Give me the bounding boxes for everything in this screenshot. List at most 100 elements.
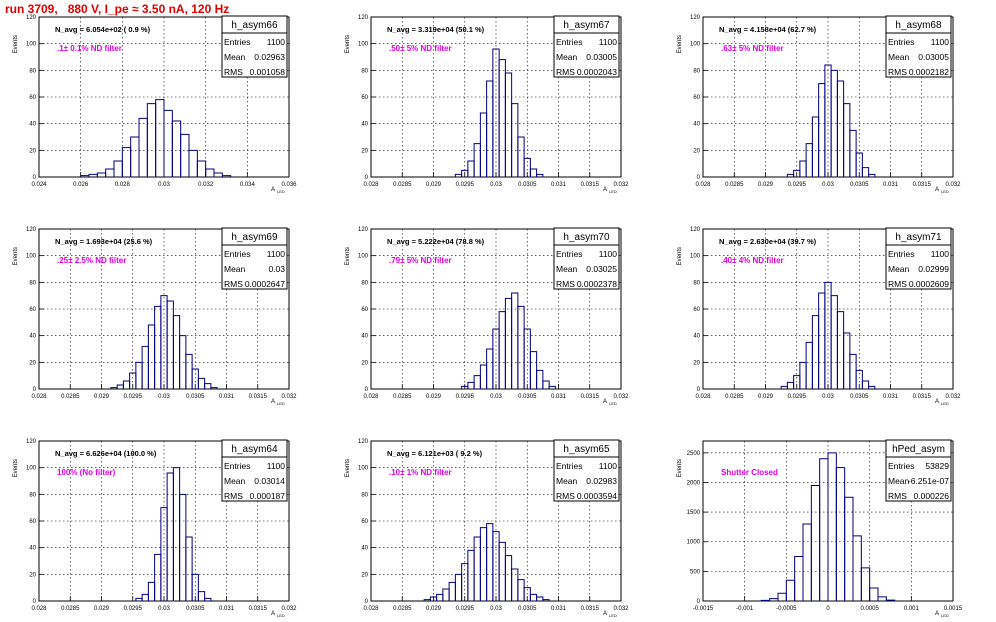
y-tick-label: 0	[365, 175, 369, 181]
histogram-bin	[511, 292, 519, 389]
stats-mean-value: 0.03025	[586, 264, 617, 274]
y-tick-label: 120	[690, 15, 701, 21]
x-tick-label: -0.001	[736, 606, 754, 612]
stats-rms-value: 0.0003594	[577, 491, 617, 501]
x-tick-label: 0.031	[883, 394, 899, 400]
stats-title: h_asym70	[563, 232, 610, 243]
stats-title: h_asym66	[231, 20, 278, 31]
x-tick-label: 0.024	[31, 182, 47, 188]
y-tick-label: 0	[33, 599, 37, 605]
histogram-bin	[536, 369, 544, 389]
x-tick-label: 0.0315	[913, 182, 932, 188]
stats-mean-label: Mean	[888, 264, 910, 274]
y-axis-label: Events	[13, 247, 19, 265]
filter-label: .25± 2.5% ND filter	[57, 256, 126, 265]
histogram-bin	[221, 175, 232, 177]
y-tick-label: 0	[365, 387, 369, 393]
histogram-bin	[849, 129, 857, 177]
y-tick-label: 100	[358, 254, 369, 260]
histogram-bin	[197, 591, 206, 601]
histogram-bin	[498, 311, 506, 389]
histogram-bin	[861, 380, 870, 389]
y-tick-label: 20	[361, 360, 368, 366]
stats-rms-label: RMS	[224, 491, 243, 501]
histogram-bin	[196, 160, 207, 177]
histogram-bin	[122, 380, 131, 389]
x-tick-label: 0.028	[31, 394, 47, 400]
y-tick-label: 20	[29, 148, 36, 154]
y-tick-label: 100	[690, 254, 701, 260]
y-tick-label: 20	[693, 360, 700, 366]
y-tick-label: 120	[26, 15, 37, 21]
stats-body-box	[553, 456, 620, 502]
histogram-bin	[799, 361, 807, 389]
navg-label: N_avg = 1.693e+04 (25.6 %)	[55, 237, 153, 246]
histogram-bin	[517, 136, 525, 177]
histogram-bin	[836, 311, 845, 389]
x-tick-label: 0.032	[945, 394, 961, 400]
histogram	[461, 292, 556, 389]
stats-title: h_asym64	[231, 444, 278, 455]
histogram-bin	[868, 385, 876, 389]
y-tick-label: 0	[697, 387, 701, 393]
stats-body-box	[553, 244, 620, 290]
histogram-bin	[213, 172, 223, 177]
histogram-bin	[147, 581, 156, 601]
x-tick-label: 0.03	[822, 394, 834, 400]
stats-box: h_asym68 Entries 1100 Mean 0.03005 RMS 0.00021…	[885, 15, 952, 78]
stats-title: h_asym71	[895, 232, 942, 243]
histogram-bin	[504, 297, 513, 389]
x-axis-label: A LED	[271, 187, 285, 194]
histogram	[780, 281, 876, 389]
y-tick-label: 0	[697, 175, 701, 181]
stats-body-box	[221, 32, 288, 78]
stats-entries-label: Entries	[556, 461, 582, 471]
y-axis-label: Events	[677, 459, 683, 477]
x-tick-label: 0.032	[198, 182, 214, 188]
x-tick-label: 0.0305	[518, 182, 537, 188]
stats-entries-value: 53829	[925, 461, 949, 471]
histogram-bin	[810, 484, 821, 601]
y-tick-label: 60	[693, 307, 700, 313]
x-tick-label: 0.031	[551, 394, 567, 400]
x-axis-label: A LED	[935, 399, 949, 406]
y-axis-label: Events	[345, 35, 351, 53]
histogram-bin	[486, 523, 494, 601]
histogram-bin	[448, 581, 456, 601]
stats-body-box	[221, 244, 288, 290]
histogram-bin	[843, 103, 851, 177]
histogram-bin	[188, 149, 198, 177]
panel-h-asym70: 0.028 0.0285 0.029 0.0295 0.03 0.0305 0.031 0.0…	[345, 227, 629, 406]
x-tick-label: 0.031	[551, 606, 567, 612]
histogram-bin	[146, 103, 157, 177]
y-tick-label: 40	[29, 546, 36, 552]
histogram	[110, 295, 218, 389]
x-tick-label: 0.03	[490, 182, 502, 188]
x-tick-label: 0.0285	[725, 182, 744, 188]
stats-body-box	[885, 244, 952, 290]
panel-h-asym66: 0.024 0.026 0.028 0.03 0.032 0.034 0.036 0 20 40 6…	[13, 15, 297, 194]
x-tick-label: 0.03	[490, 606, 502, 612]
y-tick-label: 0	[365, 599, 369, 605]
x-tick-label: 0.029	[758, 182, 774, 188]
histogram-bin	[204, 597, 212, 601]
panel-h-asym68: 0.028 0.0285 0.029 0.0295 0.03 0.0305 0.031 0.0…	[677, 15, 961, 194]
navg-label: N_avg = 3.319e+04 (50.1 %)	[387, 25, 485, 34]
histogram-bin	[835, 467, 846, 601]
x-tick-label: 0.0305	[850, 394, 869, 400]
x-axis-label: A LED	[935, 187, 949, 194]
histogram-bin	[454, 573, 463, 601]
histogram-bin	[785, 579, 796, 601]
histogram-bin	[504, 72, 513, 177]
x-tick-label: 0.0305	[518, 606, 537, 612]
x-axis-label: A LED	[271, 399, 285, 406]
histogram-bin	[511, 103, 519, 177]
histogram-bin	[205, 168, 215, 177]
x-tick-label: 0.03	[822, 182, 834, 188]
x-tick-label: -0.0005	[776, 606, 797, 612]
panel-h-asym65: 0.028 0.0285 0.029 0.0295 0.03 0.0305 0.031 0.0…	[345, 439, 629, 618]
x-tick-label: 0.0315	[581, 606, 600, 612]
stats-box: h_asym67 Entries 1100 Mean 0.03005 RMS 0.00020…	[553, 15, 620, 78]
histogram	[760, 452, 896, 601]
histogram-bin	[786, 381, 795, 389]
